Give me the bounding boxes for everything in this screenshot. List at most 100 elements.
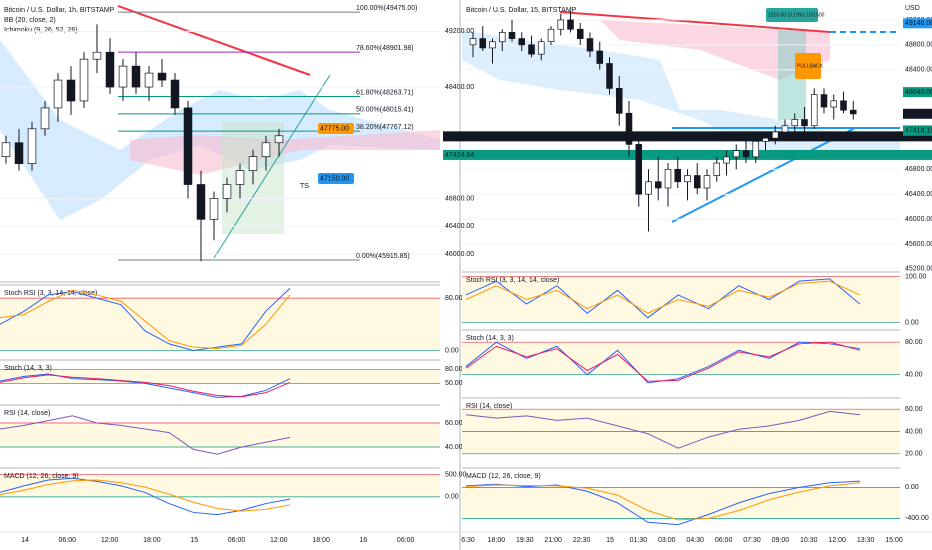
panel-band: [0, 474, 440, 497]
panel-tick-label: 80.00: [445, 295, 463, 302]
price-tag: [443, 149, 932, 160]
stop-label: 47150.00: [320, 175, 349, 182]
time-tick-label: 06:00: [397, 537, 415, 544]
indicator-line: [0, 415, 291, 455]
panel-tick-label: 500.00: [445, 472, 467, 479]
candle-body: [118, 65, 128, 88]
time-tick-label: 07:30: [743, 537, 761, 544]
price-tag: [443, 131, 932, 142]
candle-body: [209, 198, 219, 220]
fib-label: 38.20%(47767.12): [356, 124, 414, 131]
price-tick-label: 46400.00: [905, 191, 932, 198]
indicator-line: [0, 289, 291, 349]
candle-body: [771, 131, 779, 139]
candle-body: [27, 128, 37, 164]
time-tick-label: 13:30: [857, 537, 875, 544]
price-tag: [903, 18, 932, 29]
panel-band: [462, 487, 900, 519]
price-tag-label: 47424.64: [445, 152, 474, 159]
panel-tick-label: 60.00: [445, 420, 463, 427]
time-tick-label: 12:00: [270, 537, 288, 544]
candle-body: [1, 142, 11, 158]
candle-body: [469, 38, 477, 46]
fib-label: 61.80%(48263.71): [356, 89, 414, 96]
trend-line: [213, 74, 331, 259]
candle-body: [732, 150, 740, 158]
price-tick-label: 46800.00: [905, 166, 932, 173]
panel-tick-label: 40.00: [905, 428, 923, 435]
candle-body: [40, 107, 50, 130]
fib-label: 50.00%(48015.41): [356, 107, 414, 114]
trend-line: [117, 5, 311, 76]
candle-body: [781, 125, 789, 133]
cloud: [600, 20, 830, 80]
fib-label: 78.60%(48901.98): [356, 45, 414, 52]
candle-body: [820, 94, 828, 108]
candle-body: [518, 38, 526, 46]
time-tick-label: 12:00: [101, 537, 119, 544]
panel-title: RSI (14, close): [466, 403, 512, 410]
candle-body: [606, 63, 613, 89]
candle-body: [14, 142, 24, 164]
time-tick-label: 18:00: [312, 537, 330, 544]
panel-title: Stoch RSI (3, 3, 14, 14, close): [466, 277, 559, 284]
candle-body: [261, 142, 271, 158]
candle-body: [92, 51, 102, 60]
price-tag: [903, 125, 932, 136]
trend-line: [671, 127, 856, 223]
panel-tick-label: 0.00: [445, 494, 459, 501]
candle-body: [79, 58, 89, 102]
time-tick-label: 15: [190, 537, 198, 544]
indicator-line: [465, 410, 861, 449]
time-tick-label: 01:30: [630, 537, 648, 544]
price-tick-label: 48400.00: [905, 67, 932, 74]
time-tick-label: 21:00: [544, 537, 562, 544]
cloud: [0, 40, 440, 220]
price-tag: [903, 87, 932, 98]
indicator-line: [0, 374, 291, 398]
candle-body: [801, 119, 808, 127]
time-tick-label: 06:00: [715, 537, 733, 544]
price-tag: [903, 108, 932, 119]
candle-body: [664, 168, 672, 189]
candle-body: [131, 65, 141, 88]
candle-body: [830, 100, 838, 108]
candle-body: [537, 41, 545, 55]
panel-band: [0, 423, 440, 447]
label-box: [318, 123, 354, 134]
candle-body: [489, 41, 496, 49]
candle-body: [791, 119, 799, 127]
chart-header: BB (20, close, 2): [4, 17, 56, 24]
candle-body: [557, 19, 565, 30]
panel-tick-label: 40.00: [905, 372, 923, 379]
test-label: TS: [300, 183, 309, 190]
candle-body: [498, 32, 506, 43]
panel-tick-label: 0.00: [905, 319, 919, 326]
price-tick-label: 48800.00: [905, 42, 932, 49]
price-tag-label: 47691.77: [905, 111, 932, 118]
price-tag-label: 48040.00: [905, 89, 932, 96]
trend-line: [559, 11, 831, 33]
panel-band: [462, 342, 900, 375]
label-box: [318, 173, 354, 184]
candle-body: [849, 109, 857, 115]
fib-label: 100.00%(49475.00): [356, 5, 418, 12]
chart-header: Bitcoin / U.S. Dollar, 15, BITSTAMP: [466, 7, 577, 14]
candle-body: [66, 79, 76, 102]
price-tick-label: 49200.00: [445, 28, 474, 35]
measure-label: 1515.00 (3.19%) 15/1500: [768, 12, 825, 18]
time-tick-label: 15:00: [885, 537, 903, 544]
candle-body: [274, 135, 284, 144]
panel-tick-label: 80.00: [905, 339, 923, 346]
panel-tick-label: 50.00: [445, 380, 463, 387]
price-tick-label: 46800.00: [445, 195, 474, 202]
candle-body: [105, 51, 115, 88]
panel-tick-label: 60.00: [905, 406, 923, 413]
time-tick-label: 03:00: [658, 537, 676, 544]
candle-body: [684, 175, 691, 183]
time-tick-label: 18:00: [488, 537, 506, 544]
indicator-line: [0, 477, 291, 516]
indicator-line: [465, 480, 861, 526]
candle-body: [170, 79, 180, 109]
